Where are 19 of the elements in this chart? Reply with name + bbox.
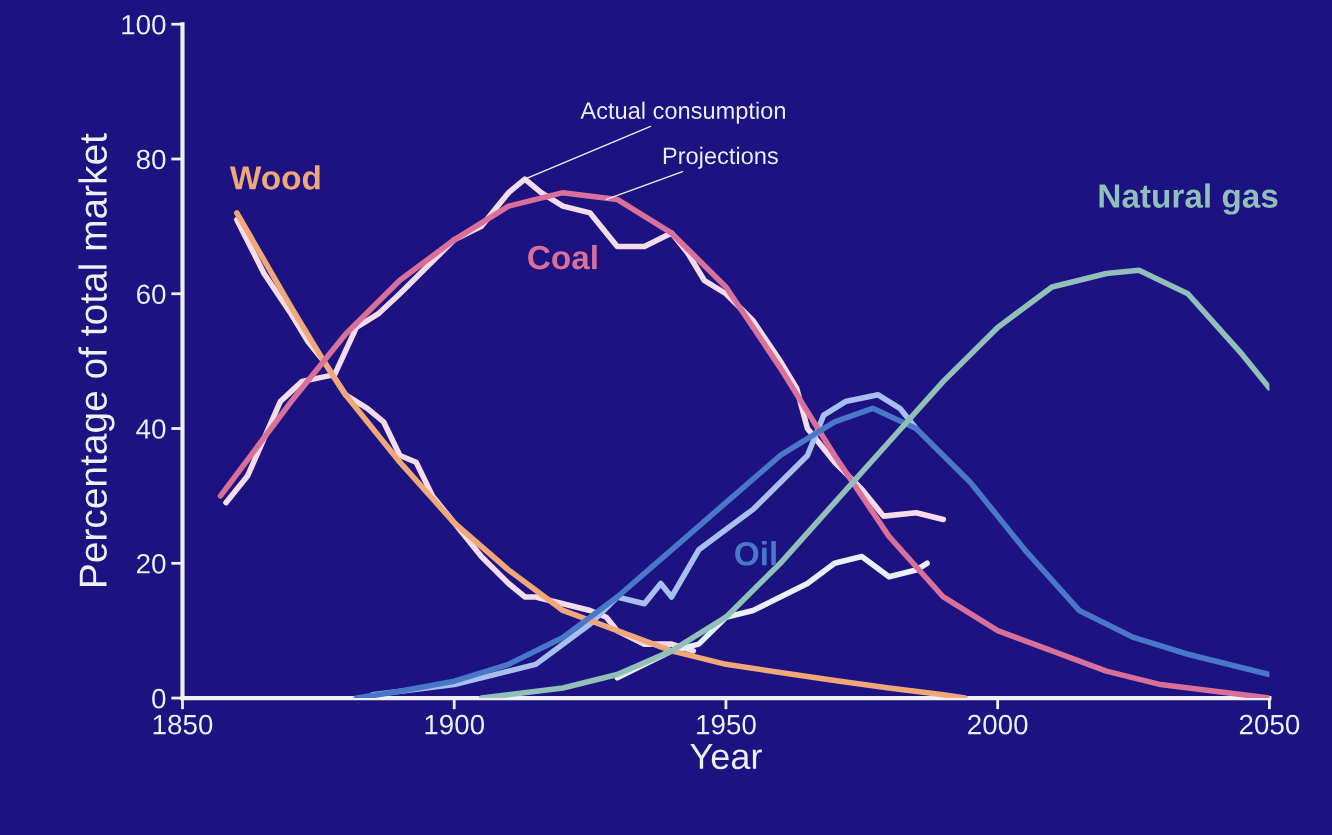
- y-tick-label: 40: [136, 419, 166, 439]
- y-tick-label: 0: [152, 688, 166, 709]
- x-tick-label: 2050: [1239, 714, 1300, 735]
- annotation: Projections: [663, 146, 778, 169]
- x-tick-label: 1950: [697, 714, 756, 735]
- series-label: Wood: [229, 165, 320, 190]
- x-tick-label: 1850: [153, 714, 213, 735]
- x-tick-label: 1900: [425, 714, 485, 735]
- series-label: Natural gas: [1099, 183, 1278, 215]
- x-axis-title: Year: [690, 744, 762, 770]
- y-tick-label: 20: [137, 553, 166, 574]
- series-label: Coal: [528, 244, 597, 270]
- y-axis-title: Percentage of total market: [78, 133, 115, 586]
- y-tick-label: 100: [122, 14, 166, 35]
- y-tick-label: 60: [137, 284, 166, 305]
- series-label: Oil: [735, 541, 776, 566]
- x-tick-label: 2000: [968, 714, 1028, 735]
- y-tick-label: 80: [136, 149, 166, 170]
- annotation: Actual consumption: [580, 101, 785, 124]
